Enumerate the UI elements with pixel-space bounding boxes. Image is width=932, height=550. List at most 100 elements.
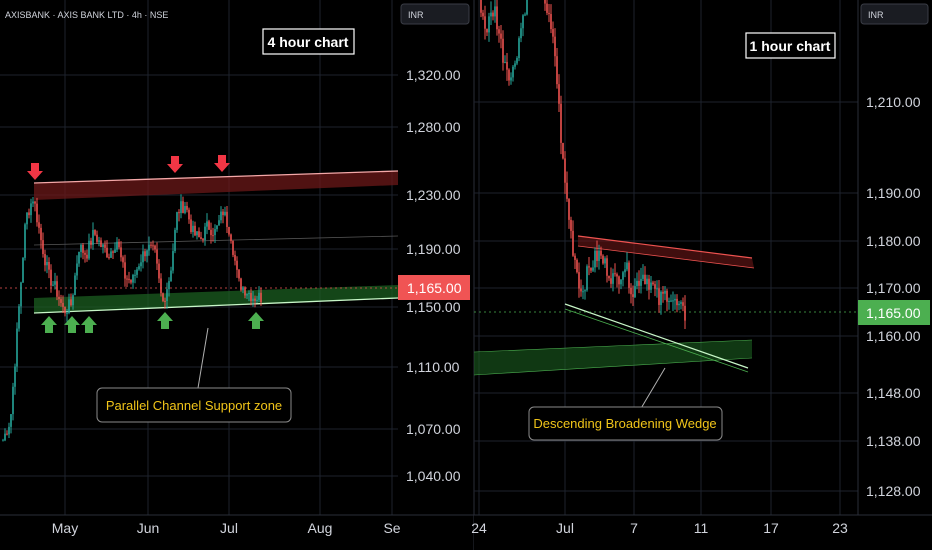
left-plot-background <box>0 0 398 515</box>
candle-body <box>170 270 172 282</box>
y-tick-label: 1,190.00 <box>866 185 921 201</box>
candle-body <box>220 211 222 221</box>
left-time-axis[interactable]: May Jun Jul Aug Se <box>0 514 474 550</box>
candle-body <box>252 298 254 301</box>
candle-body <box>218 220 220 226</box>
candle-body <box>238 269 240 279</box>
candle-body <box>666 290 668 302</box>
wedge-upper-fill <box>578 236 754 268</box>
candle-body <box>18 306 20 329</box>
candle-body <box>90 240 92 245</box>
candle-body <box>16 328 18 367</box>
candle-body <box>254 298 256 301</box>
candle-body <box>628 262 630 288</box>
candle-body <box>190 219 192 232</box>
candle-body <box>680 302 682 304</box>
candle-body <box>580 288 582 292</box>
candle-body <box>676 298 678 306</box>
candle-body <box>240 278 242 291</box>
candle-body <box>212 235 214 237</box>
candle-body <box>36 203 38 223</box>
candle-body <box>514 63 516 67</box>
up-arrow-icon <box>41 316 57 333</box>
right-candles <box>480 0 686 329</box>
down-arrow-icon <box>27 163 43 180</box>
candle-body <box>616 274 618 277</box>
candle-body <box>68 299 70 313</box>
left-price-axis[interactable]: INR 1,320.00 1,280.00 1,230.00 1,190.00 1,15… <box>398 0 474 515</box>
candle-body <box>646 278 648 285</box>
x-tick-label: Jul <box>220 520 238 536</box>
candle-body <box>584 290 586 292</box>
candle-body <box>4 433 6 441</box>
candle-body <box>34 201 36 204</box>
x-tick-label: 11 <box>694 520 709 536</box>
up-arrow-icon <box>157 312 173 329</box>
candle-body <box>258 292 260 300</box>
last-price-left: 1,165.00 <box>407 280 462 296</box>
y-tick-label: 1,070.00 <box>406 421 461 437</box>
candle-body <box>118 241 120 248</box>
down-arrow-icon <box>214 155 230 172</box>
y-tick-label: 1,138.00 <box>866 433 921 449</box>
candle-body <box>74 275 76 296</box>
candle-body <box>512 66 514 78</box>
left-x-tick-labels: May Jun Jul Aug Se <box>52 520 401 536</box>
candle-body <box>486 28 488 33</box>
candle-body <box>640 278 642 286</box>
last-price-box-left <box>398 275 470 300</box>
right-price-axis[interactable]: INR 1,210.00 1,190.00 1,180.00 1,170.00 1,16… <box>857 0 932 550</box>
channel-mid-line <box>33 235 399 246</box>
candle-body <box>184 206 186 213</box>
candle-body <box>480 0 482 13</box>
last-price-right: 1,165.00 <box>866 305 921 321</box>
candle-body <box>136 269 138 275</box>
symbol-title: AXISBANK · AXIS BANK LTD · 4h · NSE <box>5 10 168 20</box>
candle-body <box>588 266 590 268</box>
currency-box-left[interactable] <box>400 3 470 25</box>
down-arrow-icon <box>167 156 183 173</box>
candle-body <box>180 201 182 214</box>
candle-body <box>622 272 624 280</box>
candle-body <box>162 293 164 301</box>
candle-body <box>234 254 236 261</box>
candle-body <box>96 234 98 242</box>
candle-body <box>40 227 42 241</box>
candle-body <box>250 292 252 301</box>
currency-label-left: INR <box>408 10 424 20</box>
currency-box-right[interactable] <box>860 3 929 25</box>
candle-body <box>522 15 524 29</box>
candle-body <box>654 284 656 289</box>
candle-body <box>684 305 686 321</box>
x-tick-label: Aug <box>308 520 333 536</box>
candle-body <box>22 257 24 283</box>
right-x-tick-labels: 24 Jul 7 11 17 23 <box>471 520 848 536</box>
candle-body <box>168 281 170 290</box>
candle-body <box>8 426 10 435</box>
candle-body <box>130 279 132 283</box>
candle-body <box>26 212 28 225</box>
currency-label-right: INR <box>868 10 884 20</box>
x-tick-label: Jul <box>556 520 574 536</box>
candle-body <box>612 273 614 284</box>
candle-body <box>502 38 504 63</box>
right-chart-pane[interactable]: Descending Broadening Wedge 1 hour chart <box>473 0 858 550</box>
y-tick-label: 1,148.00 <box>866 385 921 401</box>
left-chart-pane[interactable]: Parallel Channel Support zone AXISBANK ·… <box>0 0 399 515</box>
callout-pointer-left <box>197 327 209 389</box>
candle-body <box>582 291 584 293</box>
candle-body <box>156 249 158 264</box>
y-tick-label: 1,190.00 <box>406 241 461 257</box>
candle-body <box>128 278 130 280</box>
support-channel <box>34 285 398 313</box>
y-tick-label: 1,110.00 <box>406 359 460 375</box>
candle-body <box>526 0 528 15</box>
candle-body <box>38 222 40 228</box>
candle-body <box>146 250 148 257</box>
candle-body <box>132 274 134 283</box>
x-tick-label: 17 <box>763 520 779 536</box>
candle-body <box>652 282 654 285</box>
right-time-axis[interactable]: 24 Jul 7 11 17 23 <box>471 514 932 550</box>
candle-body <box>32 201 34 204</box>
candle-body <box>174 229 176 252</box>
